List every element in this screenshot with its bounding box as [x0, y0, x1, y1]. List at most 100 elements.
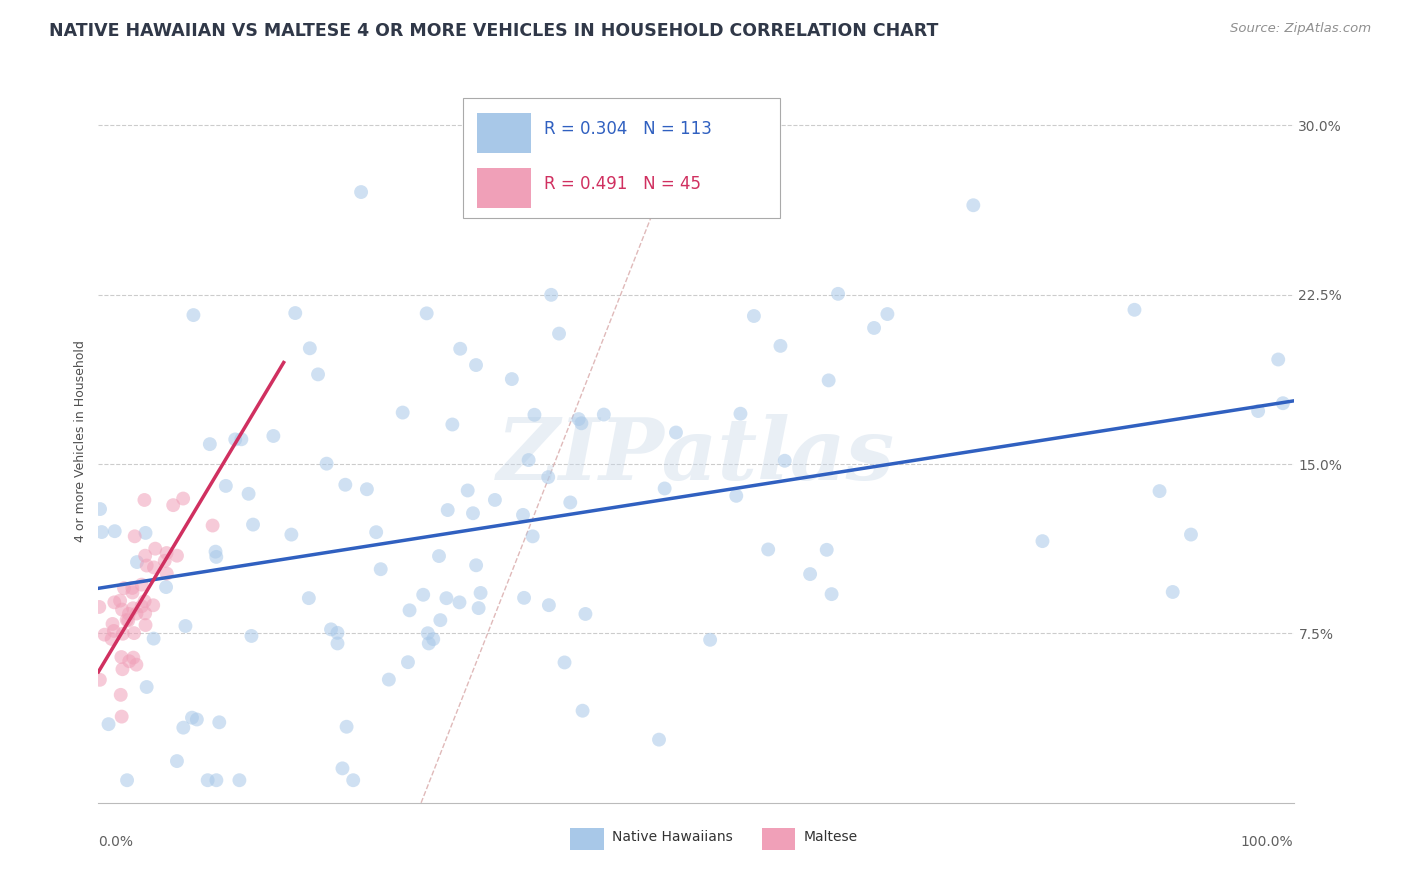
Point	[142, 560, 165, 574]
Point	[162, 498, 184, 512]
Point	[134, 549, 156, 563]
Point	[422, 632, 444, 647]
Point	[135, 525, 157, 540]
Point	[378, 673, 401, 687]
Point	[449, 595, 471, 609]
Point	[654, 482, 676, 496]
Point	[742, 309, 765, 323]
Point	[166, 549, 188, 563]
Point	[111, 602, 134, 616]
Point	[134, 607, 156, 621]
Point	[111, 626, 134, 640]
Point	[155, 546, 177, 560]
Point	[142, 599, 165, 613]
Text: R = 0.491   N = 45: R = 0.491 N = 45	[544, 175, 702, 193]
Point	[153, 554, 176, 568]
Point	[90, 524, 112, 539]
Point	[117, 614, 139, 628]
Point	[181, 711, 204, 725]
Point	[111, 662, 134, 676]
Point	[540, 288, 562, 302]
Point	[461, 506, 484, 520]
Point	[501, 372, 523, 386]
Point	[110, 688, 132, 702]
Point	[204, 544, 226, 558]
Point	[756, 542, 779, 557]
Point	[665, 425, 688, 440]
Point	[172, 491, 194, 506]
Point	[155, 580, 177, 594]
Point	[326, 636, 349, 650]
Point	[571, 417, 593, 431]
Point	[205, 773, 228, 788]
Text: Native Hawaiians: Native Hawaiians	[613, 830, 733, 845]
Point	[142, 632, 165, 646]
Point	[186, 713, 208, 727]
Point	[183, 308, 205, 322]
Point	[441, 417, 464, 432]
Point	[332, 761, 354, 775]
FancyBboxPatch shape	[762, 828, 796, 850]
Point	[427, 549, 450, 563]
Point	[135, 680, 157, 694]
Point	[89, 599, 111, 614]
FancyBboxPatch shape	[463, 98, 780, 218]
Point	[89, 673, 111, 687]
Point	[228, 773, 250, 788]
Point	[523, 408, 546, 422]
Point	[240, 629, 263, 643]
Point	[465, 558, 488, 573]
Point	[131, 577, 153, 591]
Point	[648, 732, 671, 747]
Point	[135, 558, 157, 573]
Point	[484, 492, 506, 507]
Point	[280, 527, 302, 541]
Point	[121, 581, 143, 595]
Point	[231, 432, 253, 446]
Point	[1247, 404, 1270, 418]
Point	[592, 408, 614, 422]
Point	[125, 657, 148, 672]
Point	[143, 541, 166, 556]
Point	[118, 654, 141, 668]
Text: 100.0%: 100.0%	[1241, 835, 1294, 849]
Point	[262, 429, 284, 443]
Point	[197, 773, 219, 788]
Point	[110, 650, 132, 665]
Point	[307, 368, 329, 382]
Point	[876, 307, 898, 321]
Point	[1161, 585, 1184, 599]
Point	[1180, 527, 1202, 541]
Point	[699, 632, 721, 647]
Point	[418, 636, 440, 650]
Point	[1031, 534, 1053, 549]
Point	[224, 433, 246, 447]
Point	[125, 607, 148, 621]
Point	[335, 477, 357, 491]
Point	[103, 624, 125, 638]
Point	[769, 339, 792, 353]
Point	[198, 437, 221, 451]
Point	[799, 567, 821, 582]
Point	[284, 306, 307, 320]
Point	[470, 586, 492, 600]
Point	[134, 594, 156, 608]
Point	[166, 754, 188, 768]
Point	[174, 619, 197, 633]
Point	[513, 591, 536, 605]
Point	[122, 626, 145, 640]
Text: Source: ZipAtlas.com: Source: ZipAtlas.com	[1230, 22, 1371, 36]
Point	[827, 286, 849, 301]
FancyBboxPatch shape	[571, 828, 605, 850]
Point	[396, 655, 419, 669]
Point	[208, 715, 231, 730]
Point	[319, 623, 342, 637]
Point	[436, 503, 458, 517]
Point	[1267, 352, 1289, 367]
Point	[517, 453, 540, 467]
Point	[122, 601, 145, 615]
Point	[457, 483, 479, 498]
Point	[298, 591, 321, 606]
Point	[370, 562, 392, 576]
Point	[156, 566, 179, 581]
